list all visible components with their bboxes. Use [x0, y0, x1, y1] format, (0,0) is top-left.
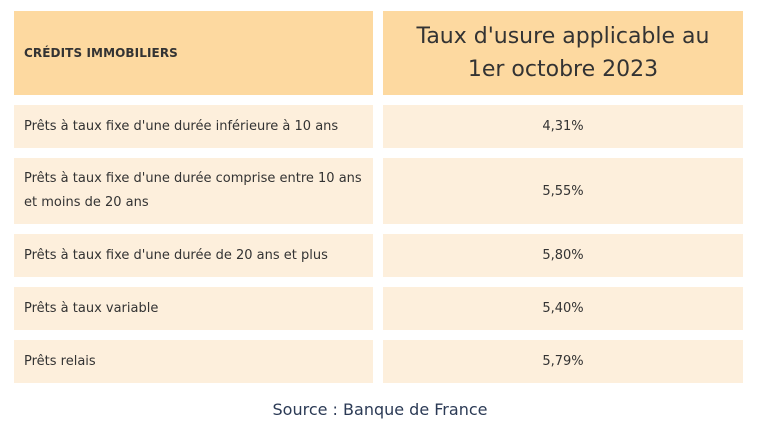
table-row-label: Prêts à taux fixe d'une durée comprise e… [14, 158, 373, 224]
table-row-value: 5,80% [383, 234, 743, 277]
source-caption: Source : Banque de France [272, 400, 488, 419]
table-row-value: 5,40% [383, 287, 743, 330]
table-row-label: Prêts à taux variable [14, 287, 373, 330]
row-label-text: Prêts relais [24, 353, 96, 369]
row-value-text: 5,79% [542, 354, 584, 369]
header-rate-cell: Taux d'usure applicable au 1er octobre 2… [383, 11, 743, 95]
table-row-value: 5,55% [383, 158, 743, 224]
table-row-label: Prêts à taux fixe d'une durée inférieure… [14, 105, 373, 148]
header-rate-title-line2: 1er octobre 2023 [467, 57, 659, 82]
header-credits-label: CRÉDITS IMMOBILIERS [24, 46, 178, 60]
row-value-text: 5,55% [542, 183, 584, 199]
row-label-text: Prêts à taux fixe d'une durée comprise e… [24, 171, 362, 210]
row-label-text: Prêts à taux fixe d'une durée de 20 ans … [24, 247, 328, 263]
table-row-value: 4,31% [383, 105, 743, 148]
row-value-text: 5,40% [542, 301, 584, 316]
row-label-text: Prêts à taux fixe d'une durée inférieure… [24, 118, 339, 134]
row-value-text: 4,31% [542, 119, 584, 134]
row-value-text: 5,80% [542, 248, 584, 263]
table-row-value: 5,79% [383, 340, 743, 383]
header-rate-title-line1: Taux d'usure applicable au [416, 24, 710, 49]
header-credits-cell: CRÉDITS IMMOBILIERS [14, 11, 373, 95]
table-row-label: Prêts relais [14, 340, 373, 383]
row-label-text: Prêts à taux variable [24, 300, 159, 316]
table-row-label: Prêts à taux fixe d'une durée de 20 ans … [14, 234, 373, 277]
